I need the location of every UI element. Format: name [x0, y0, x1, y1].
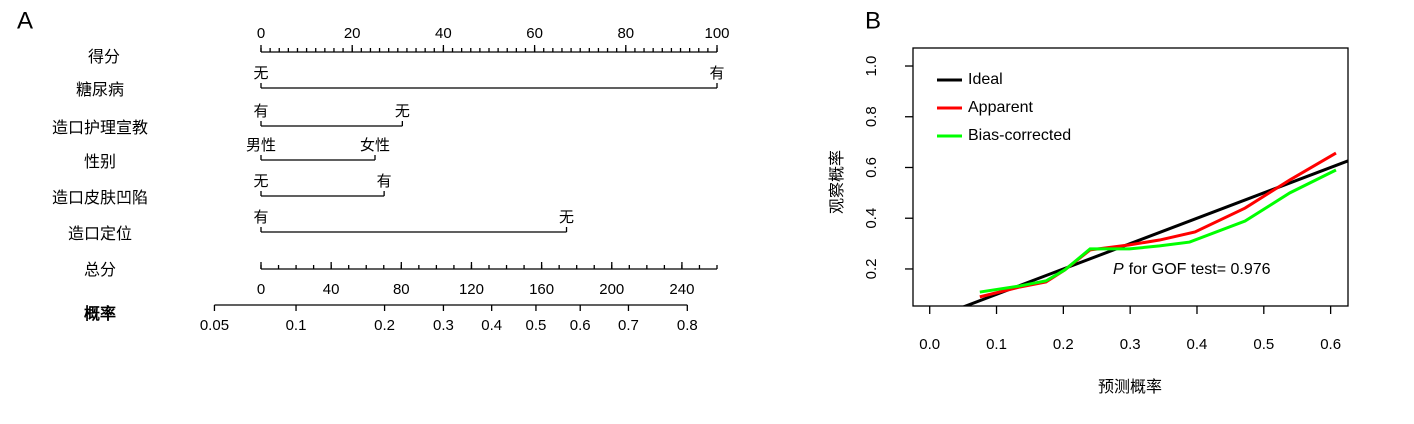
plot-lines [961, 151, 1348, 306]
tick-label: 100 [704, 25, 729, 42]
x-tick-label: 0.3 [1120, 336, 1141, 353]
y-tick-label: 0.6 [863, 157, 880, 178]
x-tick-label: 0.5 [1253, 336, 1274, 353]
tick-label: 60 [526, 25, 543, 42]
y-tick-label: 0.8 [863, 106, 880, 127]
x-tick-label: 0.4 [1187, 336, 1208, 353]
level-label: 无 [253, 65, 268, 82]
tick-label: 0.4 [481, 317, 502, 334]
tick-label: 200 [599, 281, 624, 298]
tick-label: 80 [393, 281, 410, 298]
tick-label: 0.5 [526, 317, 547, 334]
y-tick-label: 0.4 [863, 208, 880, 229]
series-line [979, 168, 1337, 294]
tick-label: 0.05 [200, 317, 229, 334]
row-label: 概率 [84, 304, 116, 323]
level-label: 有 [377, 173, 392, 190]
legend-label: Ideal [968, 71, 1003, 88]
tick-label: 0 [257, 25, 265, 42]
y-tick-label: 0.2 [863, 259, 880, 280]
row-label: 造口护理宣教 [52, 119, 148, 137]
level-label: 有 [253, 209, 268, 226]
level-label: 无 [395, 103, 410, 120]
tick-label: 40 [435, 25, 452, 42]
row-label: 得分 [88, 48, 120, 66]
tick-label: 0.2 [374, 317, 395, 334]
x-tick-label: 0.0 [919, 336, 940, 353]
tick-label: 0 [257, 281, 265, 298]
tick-label: 0.8 [677, 317, 698, 334]
row-label: 造口定位 [68, 225, 132, 243]
legend-label: Bias-corrected [968, 127, 1071, 144]
tick-label: 240 [669, 281, 694, 298]
tick-label: 40 [323, 281, 340, 298]
level-label: 有 [709, 65, 724, 82]
tick-label: 0.3 [433, 317, 454, 334]
level-label: 男性 [246, 137, 276, 154]
level-label: 无 [559, 209, 574, 226]
level-label: 无 [253, 173, 268, 190]
row-label: 总分 [84, 261, 116, 279]
tick-label: 0.1 [286, 317, 307, 334]
level-label: 有 [253, 103, 268, 120]
tick-label: 160 [529, 281, 554, 298]
x-tick-label: 0.6 [1320, 336, 1341, 353]
row-label: 造口皮肤凹陷 [52, 189, 148, 207]
tick-label: 80 [617, 25, 634, 42]
panel-label: A [17, 7, 33, 34]
x-tick-label: 0.1 [986, 336, 1007, 353]
tick-label: 120 [459, 281, 484, 298]
level-label: 女性 [360, 136, 390, 154]
y-axis-label: 观察概率 [828, 150, 846, 214]
tick-label: 0.7 [618, 317, 639, 334]
tick-label: 20 [344, 25, 361, 42]
legend-label: Apparent [968, 99, 1033, 116]
row-label: 糖尿病 [76, 81, 124, 99]
y-tick-label: 1.0 [863, 56, 880, 77]
annotation-italic: P [1113, 261, 1124, 278]
row-label: 性别 [84, 153, 116, 171]
x-axis-label: 预测概率 [1098, 378, 1162, 396]
tick-label: 0.6 [570, 317, 591, 334]
annotation-text: for GOF test= 0.976 [1129, 261, 1271, 278]
x-tick-label: 0.2 [1053, 336, 1074, 353]
panel-label: B [865, 7, 881, 34]
series-line [961, 159, 1348, 306]
